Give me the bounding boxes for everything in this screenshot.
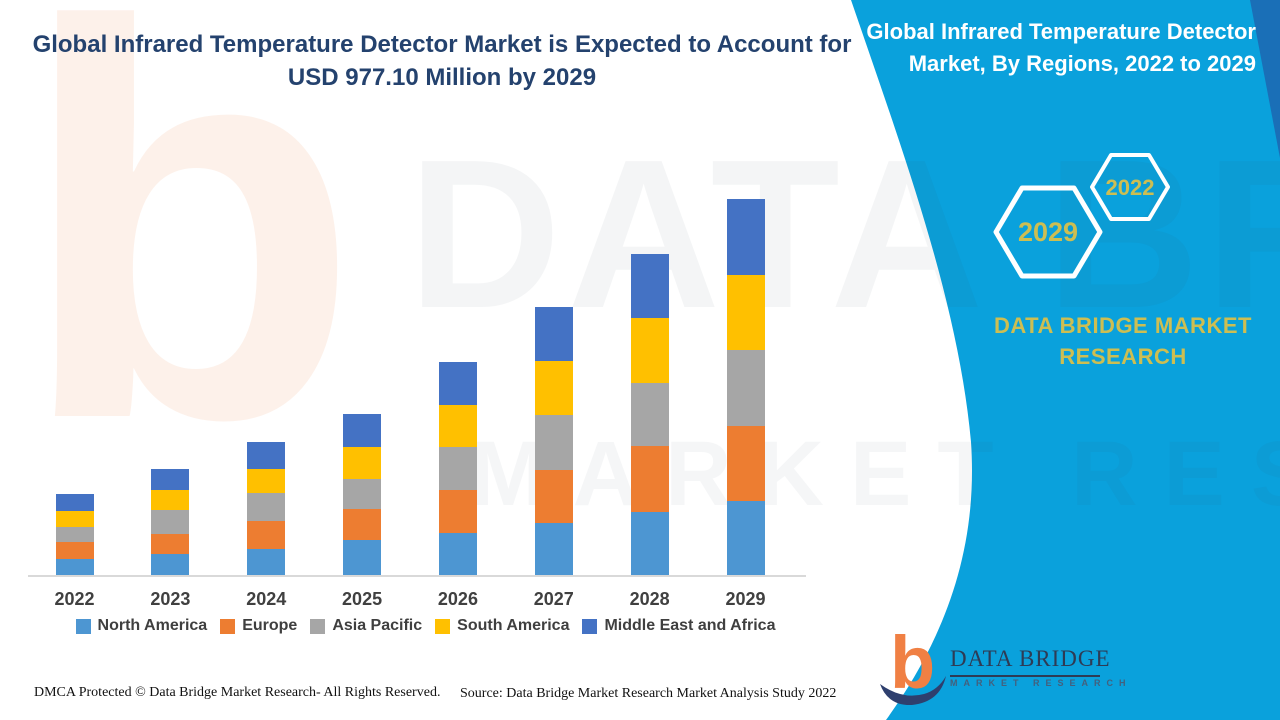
bar-segment-2028-south-america — [630, 317, 669, 383]
bar-segment-2025-south-america — [343, 446, 382, 479]
bar-segment-2024-south-america — [247, 468, 286, 493]
logo-tagline: MARKET RESEARCH — [950, 678, 1132, 688]
hexagon-2022-label: 2022 — [1106, 175, 1155, 200]
side-panel-title: Global Infrared Temperature Detector Mar… — [866, 19, 1256, 76]
data-bridge-logo: b DATA BRIDGE MARKET RESEARCH — [878, 626, 1132, 710]
dmca-notice: DMCA Protected © Data Bridge Market Rese… — [34, 685, 441, 700]
x-tick-2022: 2022 — [54, 589, 95, 609]
bar-segment-2027-south-america — [534, 361, 573, 415]
bar-segment-2026-north-america — [438, 533, 477, 575]
bar-segment-2022-south-america — [55, 511, 94, 528]
bar-segment-2028-asia-pacific — [630, 382, 669, 446]
bar-segment-2026-europe — [438, 489, 477, 534]
bar-segment-2027-asia-pacific — [534, 414, 573, 470]
bar-segment-2029-south-america — [726, 274, 765, 350]
bar-segment-2025-north-america — [343, 539, 382, 575]
x-tick-2026: 2026 — [437, 589, 478, 609]
legend-label: North America — [97, 617, 208, 634]
bar-segment-2023-middle-east-and-africa — [151, 468, 190, 490]
bar-segment-2027-europe — [534, 469, 573, 524]
legend-item-south-america: South America — [435, 617, 569, 635]
legend-swatch — [435, 618, 451, 634]
corner-accent-triangle — [1250, 0, 1280, 158]
x-tick-2024: 2024 — [246, 589, 287, 609]
legend-label: Asia Pacific — [332, 617, 423, 634]
bar-segment-2024-middle-east-and-africa — [247, 441, 286, 469]
bar-segment-2024-north-america — [247, 548, 286, 575]
bar-segment-2029-middle-east-and-africa — [726, 199, 765, 275]
bar-segment-2026-south-america — [438, 404, 477, 447]
hexagon-2029-label: 2029 — [1018, 217, 1078, 247]
bar-segment-2027-middle-east-and-africa — [534, 307, 573, 362]
legend-item-europe: Europe — [220, 617, 297, 635]
bar-segment-2025-europe — [343, 508, 382, 540]
x-tick-2025: 2025 — [342, 589, 383, 609]
x-tick-2023: 2023 — [150, 589, 191, 609]
bar-segment-2028-north-america — [630, 511, 669, 575]
hexagon-2022 — [1090, 153, 1170, 221]
logo-b-glyph: b — [890, 621, 936, 704]
bar-segment-2023-europe — [151, 533, 190, 554]
logo-swoosh — [880, 676, 946, 706]
x-tick-2027: 2027 — [533, 589, 574, 609]
bar-segment-2023-south-america — [151, 489, 190, 510]
legend-label: Europe — [242, 617, 298, 634]
legend-swatch — [220, 618, 236, 634]
bar-segment-2028-europe — [630, 445, 669, 512]
chart-title: Global Infrared Temperature Detector Mar… — [32, 31, 852, 91]
legend-swatch — [75, 618, 91, 634]
x-tick-2028: 2028 — [629, 589, 670, 609]
bar-segment-2027-north-america — [534, 523, 573, 575]
legend-item-north-america: North America — [75, 617, 208, 635]
bar-segment-2022-asia-pacific — [55, 527, 94, 543]
source-note: Source: Data Bridge Market Research Mark… — [460, 686, 837, 701]
bar-segment-2022-middle-east-and-africa — [55, 494, 94, 512]
bar-segment-2025-asia-pacific — [343, 478, 382, 509]
bar-segment-2025-middle-east-and-africa — [343, 413, 382, 447]
bar-segment-2029-europe — [726, 426, 765, 502]
legend-swatch — [582, 618, 598, 634]
x-axis-line — [28, 575, 806, 577]
legend-label: Middle East and Africa — [604, 617, 776, 634]
bar-segment-2024-asia-pacific — [247, 492, 286, 521]
bar-segment-2022-north-america — [55, 559, 94, 575]
bar-segment-2026-asia-pacific — [438, 446, 477, 490]
chart-legend: North America Europe Asia Pacific South Ame… — [28, 617, 823, 635]
x-tick-2029: 2029 — [725, 589, 766, 609]
bar-segment-2029-asia-pacific — [726, 349, 765, 427]
bar-segment-2028-middle-east-and-africa — [630, 253, 669, 318]
bar-segment-2023-asia-pacific — [151, 509, 190, 534]
bar-segment-2026-middle-east-and-africa — [438, 361, 477, 405]
logo-wordmark: DATA BRIDGE — [950, 646, 1110, 677]
bar-segment-2024-europe — [247, 520, 286, 549]
bar-segment-2023-north-america — [151, 553, 190, 575]
bar-segment-2022-europe — [55, 542, 94, 560]
legend-item-asia-pacific: Asia Pacific — [310, 617, 422, 635]
legend-label: South America — [457, 617, 570, 634]
hexagon-2029 — [993, 185, 1103, 279]
legend-item-middle-east-and-africa: Middle East and Africa — [582, 617, 775, 635]
bar-segment-2029-north-america — [726, 501, 765, 575]
legend-swatch — [310, 618, 326, 634]
brand-text: DATA BRIDGE MARKET RESEARCH — [994, 313, 1252, 369]
